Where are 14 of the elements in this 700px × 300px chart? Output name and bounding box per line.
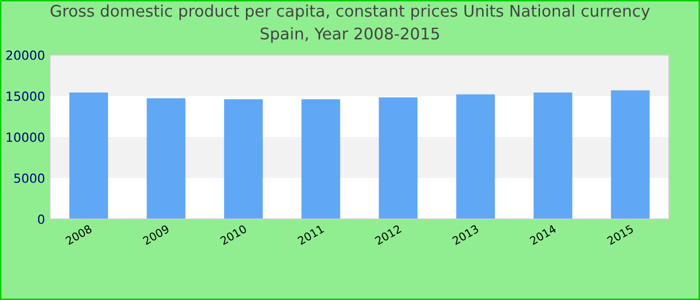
y-tick-label: 5000	[14, 173, 44, 183]
bar	[378, 97, 418, 219]
chart-title: Gross domestic product per capita, constant prices Units National currency Spain, Year 2008-2015	[50, 4, 650, 43]
y-tick-label: 20000	[6, 50, 44, 60]
bar	[146, 98, 186, 219]
bar	[534, 92, 572, 219]
bar	[224, 99, 263, 219]
bar	[456, 94, 495, 219]
bar	[301, 99, 340, 219]
y-tick-label: 15000	[6, 91, 44, 101]
bar	[69, 92, 108, 219]
y-tick-label: 0	[38, 214, 44, 224]
bar	[610, 90, 650, 219]
y-tick-label: 10000	[6, 132, 44, 142]
